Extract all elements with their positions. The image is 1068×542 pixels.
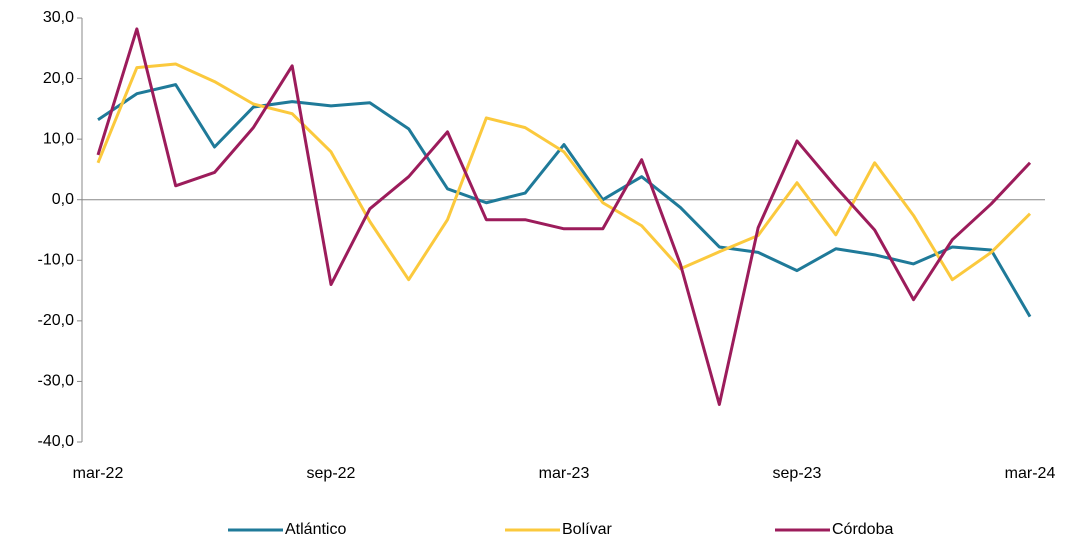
x-tick-label: mar-24	[1005, 465, 1056, 482]
legend-label: Córdoba	[832, 521, 893, 538]
y-tick-label: 30,0	[43, 9, 74, 26]
x-tick-label: sep-23	[773, 465, 822, 482]
x-tick-label: mar-22	[73, 465, 124, 482]
y-tick-label: 0,0	[52, 191, 74, 208]
series-line	[96, 27, 1032, 406]
legend-label: Atlántico	[285, 521, 346, 538]
x-tick-label: mar-23	[539, 465, 590, 482]
y-tick-label: -20,0	[38, 312, 75, 329]
y-tick-label: 10,0	[43, 130, 74, 147]
x-tick-label: sep-22	[307, 465, 356, 482]
y-tick-label: -10,0	[38, 252, 75, 269]
y-tick-label: -40,0	[38, 433, 75, 450]
series-line	[97, 83, 1032, 318]
y-tick-label: -30,0	[38, 373, 75, 390]
legend-label: Bolívar	[562, 521, 612, 538]
series-line	[96, 62, 1032, 282]
y-tick-label: 20,0	[43, 70, 74, 87]
